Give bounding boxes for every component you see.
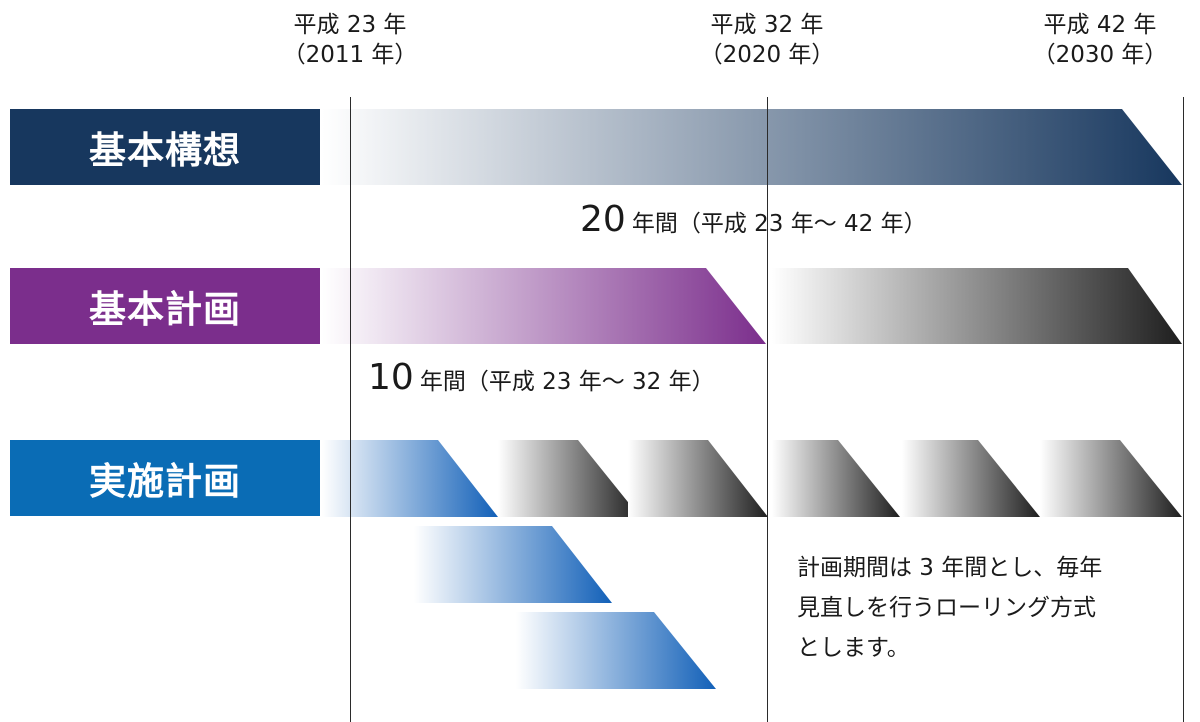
rolling-plan-note: 計画期間は 3 年間とし、毎年 見直しを行うローリング方式 とします。 bbox=[797, 548, 1177, 668]
period-range: 年間（平成 23 年～ 42 年） bbox=[631, 211, 927, 237]
period-range: 年間（平成 23 年～ 32 年） bbox=[419, 369, 715, 395]
note-line: 計画期間は 3 年間とし、毎年 bbox=[797, 555, 1103, 581]
kihon-koso-bar bbox=[322, 109, 1182, 185]
plan-label-kihon-koso: 基本構想 bbox=[10, 109, 320, 185]
jisshi-keikaku-bar-1 bbox=[322, 440, 498, 517]
year-western: （2030 年） bbox=[1032, 42, 1168, 68]
jisshi-keikaku-bar-3 bbox=[516, 612, 716, 689]
timeline-line-2011 bbox=[350, 97, 351, 722]
year-western: （2020 年） bbox=[699, 42, 835, 68]
jisshi-keikaku-bar-gray-5 bbox=[1040, 440, 1182, 517]
jisshi-keikaku-bar-gray-4 bbox=[902, 440, 1040, 517]
period-kihon-keikaku: 10 年間（平成 23 年～ 32 年） bbox=[368, 358, 715, 402]
jisshi-keikaku-bar-gray-1 bbox=[498, 440, 640, 517]
note-line: 見直しを行うローリング方式 bbox=[797, 595, 1096, 621]
year-western: （2011 年） bbox=[282, 42, 418, 68]
year-era: 平成 32 年 bbox=[710, 12, 824, 38]
plan-label-jisshi-keikaku: 実施計画 bbox=[10, 440, 320, 516]
kihon-keikaku-bar-next bbox=[772, 268, 1182, 344]
jisshi-keikaku-bar-gray-3 bbox=[772, 440, 900, 517]
period-years: 10 bbox=[368, 357, 414, 398]
kihon-keikaku-bar-first bbox=[322, 268, 766, 344]
note-line: とします。 bbox=[797, 635, 910, 661]
jisshi-keikaku-bar-gray-2 bbox=[628, 440, 768, 517]
year-label-2011: 平成 23 年 （2011 年） bbox=[250, 10, 450, 70]
period-kihon-koso: 20 年間（平成 23 年～ 42 年） bbox=[580, 200, 927, 244]
year-label-2030: 平成 42 年 （2030 年） bbox=[1000, 10, 1200, 70]
timeline-line-2020 bbox=[767, 97, 768, 722]
year-era: 平成 42 年 bbox=[1043, 12, 1157, 38]
jisshi-keikaku-bar-2 bbox=[414, 526, 612, 603]
period-years: 20 bbox=[580, 199, 626, 240]
plan-label-kihon-keikaku: 基本計画 bbox=[10, 268, 320, 344]
year-label-2020: 平成 32 年 （2020 年） bbox=[667, 10, 867, 70]
year-era: 平成 23 年 bbox=[293, 12, 407, 38]
timeline-line-2030 bbox=[1183, 97, 1184, 722]
